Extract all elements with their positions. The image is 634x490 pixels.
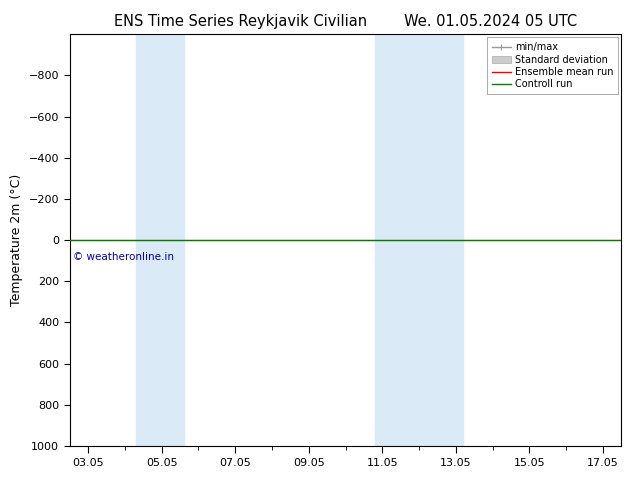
Bar: [136, 34, 184, 446]
Y-axis label: Temperature 2m (°C): Temperature 2m (°C): [10, 174, 23, 306]
Title: ENS Time Series Reykjavik Civilian        We. 01.05.2024 05 UTC: ENS Time Series Reykjavik Civilian We. 0…: [114, 14, 577, 29]
Bar: [375, 34, 463, 446]
Text: © weatheronline.in: © weatheronline.in: [74, 252, 174, 263]
Legend: min/max, Standard deviation, Ensemble mean run, Controll run: min/max, Standard deviation, Ensemble me…: [487, 37, 618, 94]
